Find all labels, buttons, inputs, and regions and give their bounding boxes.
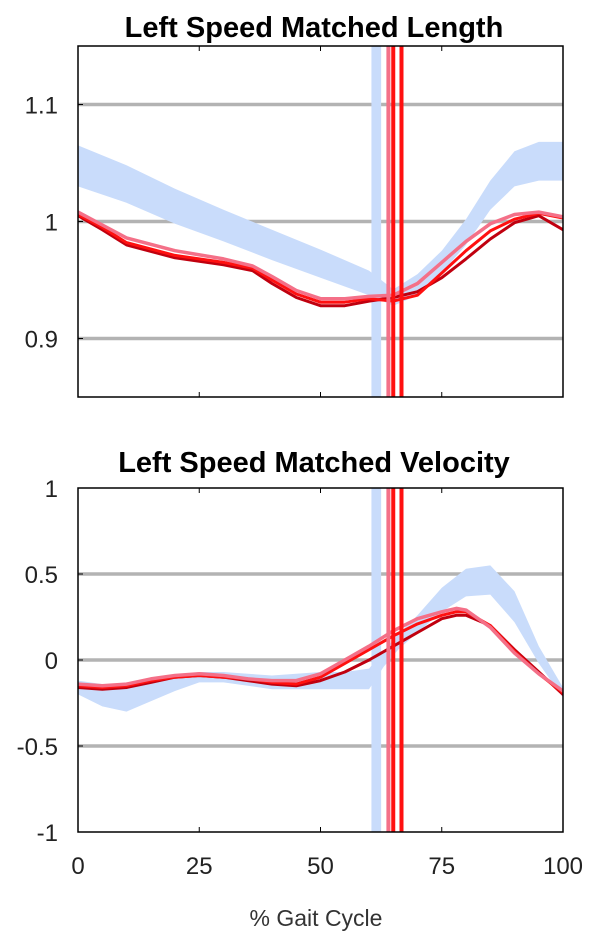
x-tick-label: 75 xyxy=(428,853,455,880)
plot-area xyxy=(78,488,563,832)
x-tick-label: 100 xyxy=(543,853,583,880)
chart-title-velocity: Left Speed Matched Velocity xyxy=(118,447,510,479)
y-tick-label: 1 xyxy=(45,210,58,237)
y-tick-label: -0.5 xyxy=(17,734,58,761)
y-tick-label: 1 xyxy=(45,476,58,503)
series-line-pink xyxy=(78,606,563,693)
variability-band xyxy=(78,565,563,712)
length-chart-panel: 0.9 1 1.1 xyxy=(25,45,564,398)
series-line-pink xyxy=(78,210,563,301)
chart-title-length: Left Speed Matched Length xyxy=(125,12,504,44)
y-tick-label: 0 xyxy=(45,648,58,675)
series-line-dark-red xyxy=(78,214,563,308)
y-tick-label: 0.9 xyxy=(25,327,58,354)
event-band xyxy=(371,488,382,832)
y-tick-label: 0.5 xyxy=(25,562,58,589)
plot-area xyxy=(78,46,563,397)
y-tick-label: 1.1 xyxy=(25,93,58,120)
x-tick-label: 0 xyxy=(71,853,84,880)
series-line-bright-red xyxy=(78,211,563,304)
x-tick-label: 25 xyxy=(186,853,213,880)
x-tick-label: 50 xyxy=(307,853,334,880)
y-tick-label: -1 xyxy=(37,820,58,847)
x-axis-label: % Gait Cycle xyxy=(250,905,383,931)
velocity-chart-panel: 0 25 50 75 100 -1 -0.5 0 0.5 1 xyxy=(17,476,583,880)
event-band xyxy=(371,46,382,397)
